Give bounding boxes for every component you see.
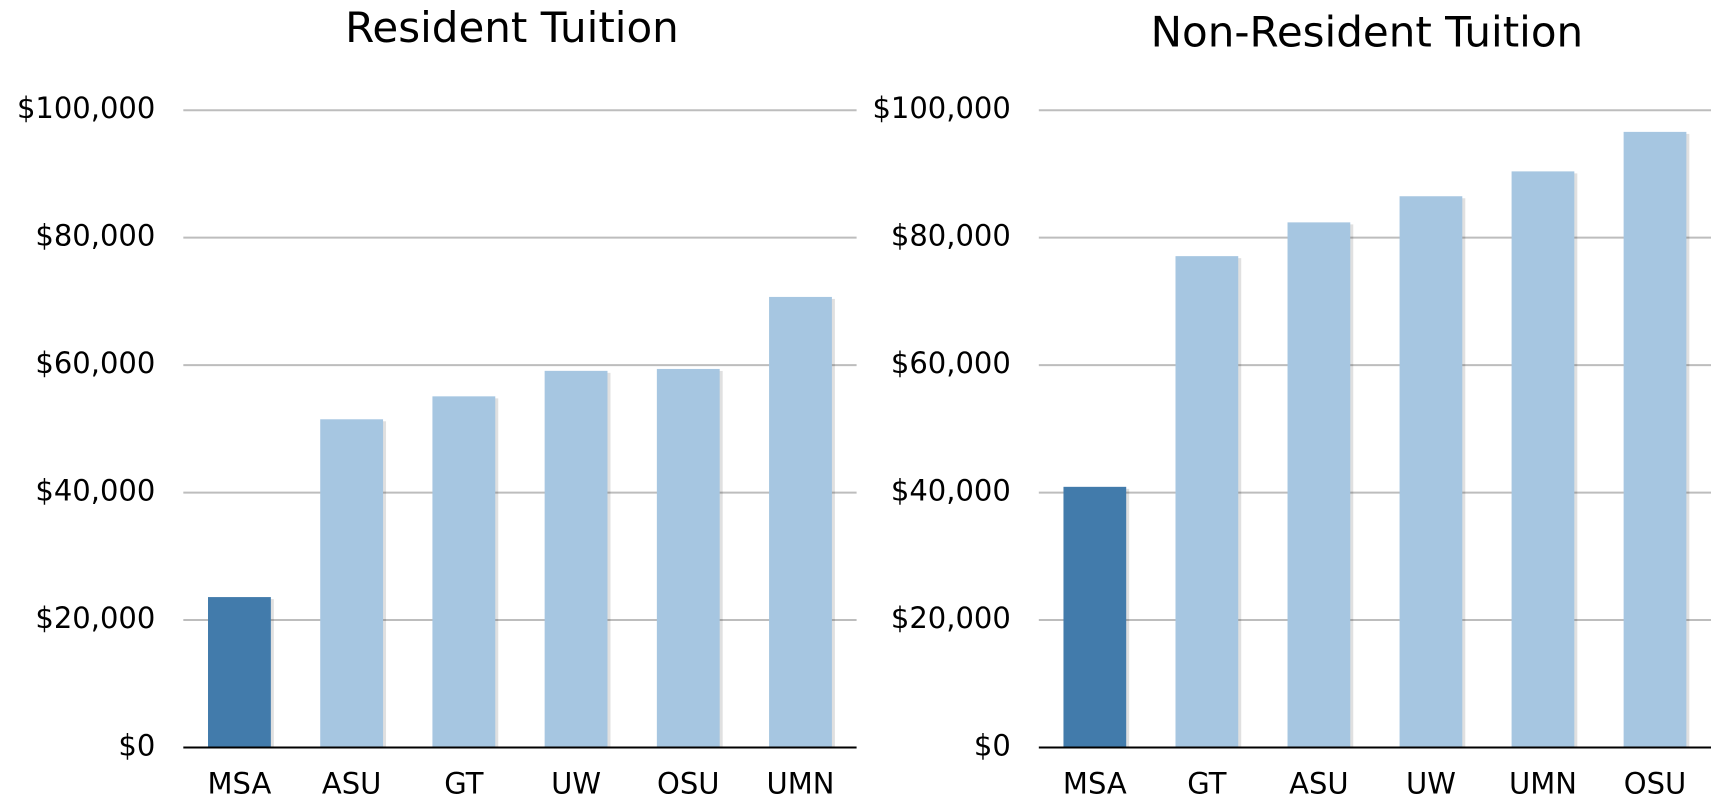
x-tick-label: MSA (208, 766, 272, 800)
y-tick-label: $60,000 (891, 346, 1011, 380)
y-tick-label: $0 (118, 728, 155, 762)
x-tick-label: GT (1187, 766, 1226, 800)
bar (208, 597, 271, 748)
bar (432, 396, 496, 748)
x-tick-label: OSU (1624, 766, 1686, 800)
bar (1399, 196, 1463, 748)
bar (1623, 131, 1687, 748)
y-tick-label: $0 (974, 728, 1011, 762)
y-tick-label: $40,000 (35, 474, 155, 508)
y-tick-label: $20,000 (35, 601, 155, 635)
chart-title: Resident Tuition (345, 3, 679, 52)
x-tick-label: UMN (767, 766, 835, 800)
y-tick-label: $60,000 (35, 346, 155, 380)
x-tick-label: MSA (1063, 766, 1127, 800)
bar (769, 296, 832, 748)
bar (1063, 486, 1127, 748)
y-tick-label: $80,000 (35, 219, 155, 253)
x-tick-label: UW (1406, 766, 1456, 800)
y-tick-label: $20,000 (891, 601, 1011, 635)
y-tick-label: $100,000 (872, 91, 1010, 125)
bar (1287, 222, 1351, 748)
bar (1511, 171, 1575, 748)
bar (544, 370, 608, 748)
y-tick-label: $80,000 (891, 219, 1011, 253)
y-tick-label: $100,000 (17, 91, 155, 125)
bar (656, 368, 720, 748)
x-tick-label: GT (444, 766, 483, 800)
bar (320, 419, 384, 748)
y-tick-label: $40,000 (891, 474, 1011, 508)
x-tick-label: ASU (1289, 766, 1348, 800)
x-tick-label: ASU (322, 766, 381, 800)
bar (1175, 256, 1239, 748)
x-tick-label: OSU (657, 766, 719, 800)
x-tick-label: UMN (1509, 766, 1577, 800)
x-tick-label: UW (551, 766, 601, 800)
chart-title: Non-Resident Tuition (1151, 7, 1584, 56)
